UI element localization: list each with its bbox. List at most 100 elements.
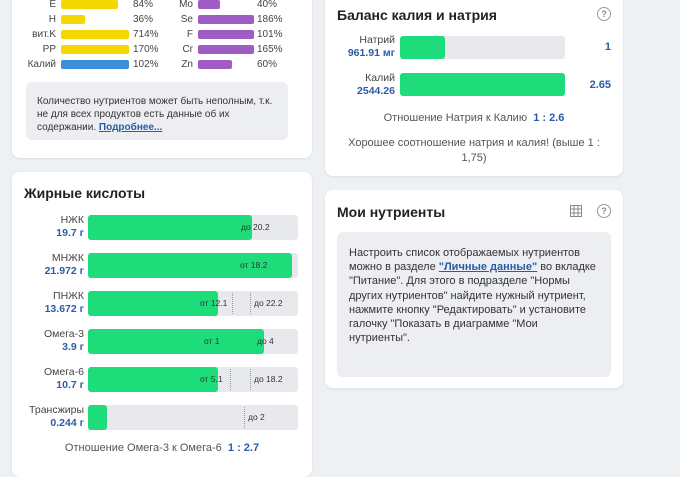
fatty-acid-name: Омега-3 [43, 328, 84, 340]
mineral-bar [198, 60, 232, 69]
mineral-bar [61, 15, 85, 24]
fatty-acid-bar: до 2 [88, 405, 298, 430]
mineral-percent: 36% [133, 14, 154, 25]
mineral-percent: 165% [257, 44, 283, 55]
fatty-acid-bar-fill [88, 405, 107, 430]
mineral-name: H [48, 14, 56, 25]
balance-comment: Хорошее соотношение натрия и калия! (выш… [348, 137, 600, 164]
norm-from-tick [230, 369, 232, 390]
potassium-label: Калий 2544.26 [357, 72, 395, 97]
table-icon[interactable] [570, 204, 582, 217]
fatty-acid-value: 19.7 г [56, 227, 84, 239]
fatty-acid-value: 3.9 г [62, 341, 84, 353]
mineral-name: Cr [182, 44, 193, 55]
norm-to: до 18.2 [254, 374, 283, 384]
fatty-acid-label: Омега-3 3.9 г [16, 328, 84, 354]
potassium-bar-fill [400, 73, 565, 96]
mineral-name: Se [180, 14, 193, 25]
fatty-acid-bar-fill [88, 215, 252, 240]
mineral-percent: 714% [133, 29, 159, 40]
mineral-name: F [186, 29, 193, 40]
norm-to-tick [253, 331, 255, 352]
mineral-bar [61, 0, 118, 9]
mineral-bar [61, 30, 129, 39]
fatty-acid-label: Трансжиры 0.244 г [16, 404, 84, 430]
note-text-after: во вкладке "Питание". Для этого в подраз… [349, 261, 596, 345]
mineral-row: F 101% [12, 28, 312, 41]
mineral-row: Калий 102% [12, 58, 312, 71]
fatty-acid-name: ПНЖК [53, 290, 84, 302]
my-nutrients-note: Настроить список отображаемых нутриентов… [337, 232, 611, 377]
norm-to-tick [250, 369, 252, 390]
nutrients-note: Количество нутриентов может быть неполны… [26, 82, 288, 140]
fatty-acid-label: Омега-6 10.7 г [16, 366, 84, 392]
fatty-acid-bar: от 12.1 до 22.2 [88, 291, 298, 316]
fatty-acid-bar: от 18.2 [88, 253, 298, 278]
mineral-percent: 101% [257, 29, 283, 40]
mineral-percent: 84% [133, 0, 154, 10]
fatty-acid-name: Омега-6 [43, 366, 84, 378]
help-icon[interactable]: ? [597, 204, 611, 218]
my-nutrients-card: Мои нутриенты ? Настроить список отображ… [325, 190, 623, 388]
fatty-acid-bar-fill [88, 367, 219, 392]
norm-to: до 20.2 [241, 222, 270, 232]
potassium-bar [400, 73, 565, 96]
mineral-percent: 186% [257, 14, 283, 25]
fatty-acid-value: 0.244 г [50, 417, 84, 429]
mineral-row: вит.K 714% [12, 28, 312, 41]
help-icon[interactable]: ? [597, 7, 611, 21]
fatty-acids-title: Жирные кислоты [24, 185, 146, 201]
mineral-bar [61, 60, 129, 69]
fatty-acid-name: МНЖК [51, 252, 84, 264]
mineral-row: H 36% [12, 13, 312, 26]
mineral-percent: 60% [257, 59, 278, 70]
sodium-bar [400, 36, 565, 59]
mineral-bar [198, 30, 254, 39]
norm-from: от 18.2 [240, 260, 268, 270]
fatty-acids-card: Жирные кислоты НЖК 19.7 г до 20.2 МНЖК 21.97… [12, 172, 312, 477]
balance-card: Баланс калия и натрия ? Натрий 961.91 мг… [325, 0, 623, 176]
mineral-bar [198, 0, 220, 9]
mineral-name: вит.K [32, 29, 56, 40]
mineral-row: Zn 60% [12, 58, 312, 71]
fatty-acid-bar-fill [88, 253, 292, 278]
fatty-acid-name: Трансжиры [29, 404, 84, 416]
norm-from: от 5.1 [200, 374, 223, 384]
sodium-ratio: 1 [604, 41, 611, 53]
norm-to: до 4 [257, 336, 274, 346]
fatty-acid-value: 13.672 г [44, 303, 84, 315]
mineral-row: PP 170% [12, 43, 312, 56]
norm-to-tick [237, 217, 239, 238]
mineral-row: Se 186% [12, 13, 312, 26]
fatty-acid-bar: от 1 до 4 [88, 329, 298, 354]
personal-data-link[interactable]: "Личные данные" [438, 261, 538, 274]
mineral-name: PP [42, 44, 56, 55]
mineral-row: Cr 165% [12, 43, 312, 56]
mineral-percent: 170% [133, 44, 159, 55]
my-nutrients-title: Мои нутриенты [337, 204, 446, 220]
norm-to-tick [244, 407, 246, 428]
fatty-acid-bar: от 5.1 до 18.2 [88, 367, 298, 392]
fatty-acid-label: НЖК 19.7 г [16, 214, 84, 240]
mineral-percent: 40% [257, 0, 278, 10]
mineral-bar [61, 45, 129, 54]
fatty-acid-label: МНЖК 21.972 г [16, 252, 84, 278]
norm-to-tick [250, 293, 252, 314]
norm-from-tick [226, 331, 228, 352]
norm-from-tick [232, 293, 234, 314]
mineral-row: E 84% [12, 0, 312, 11]
sodium-bar-fill [400, 36, 445, 59]
more-link[interactable]: Подробнее... [98, 122, 163, 133]
mineral-name: Mo [179, 0, 193, 10]
norm-to: до 22.2 [254, 298, 283, 308]
balance-title: Баланс калия и натрия [337, 7, 497, 23]
mineral-name: Калий [27, 59, 56, 70]
sodium-label: Натрий 961.91 мг [347, 34, 395, 59]
fatty-acid-value: 21.972 г [44, 265, 84, 277]
mineral-percent: 102% [133, 59, 159, 70]
norm-from: от 1 [204, 336, 220, 346]
fatty-acid-name: НЖК [60, 214, 84, 226]
fatty-acid-bar-fill [88, 329, 265, 354]
minerals-card: E 84% H 36% вит.K 714% PP 170% Калий 102% Mo 40% Se 1… [12, 0, 312, 158]
mineral-name: E [49, 0, 56, 10]
